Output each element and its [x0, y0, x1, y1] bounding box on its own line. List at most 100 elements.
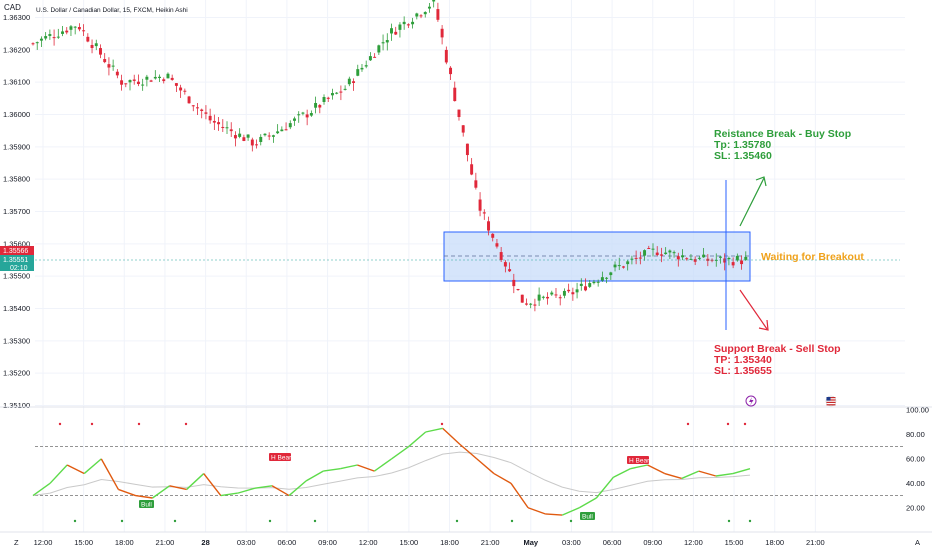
sell-arrow-head	[758, 319, 769, 331]
resistance-sl: SL: 1.35460	[714, 150, 772, 162]
price-tick-label: 1.35900	[3, 142, 30, 151]
time-tick-label: 15:00	[725, 538, 744, 547]
candle-body	[39, 38, 43, 41]
time-axis[interactable]: 12:00 15:00 18:00 21:00 28 03:00 06:00 09:00 12:…	[34, 538, 825, 547]
candle-body	[191, 105, 195, 107]
oscillator-bear-dot	[726, 422, 730, 426]
candle-body	[470, 164, 474, 175]
candle-body	[162, 79, 166, 82]
candle-body	[394, 31, 398, 35]
oscillator-bull-dot	[748, 519, 752, 523]
candle-body	[584, 286, 587, 291]
candle-body	[571, 292, 575, 295]
candle-body	[48, 34, 52, 36]
candle-body	[158, 76, 162, 79]
oscillator-segment	[203, 473, 222, 496]
candle-body	[284, 129, 288, 131]
price-tick-label: 1.35300	[3, 336, 30, 345]
candle-body	[453, 87, 457, 102]
candle-body	[440, 28, 444, 38]
price-tick-label: 1.35200	[3, 369, 30, 378]
oscillator-bull-dot	[727, 519, 731, 523]
candle-body	[411, 21, 415, 25]
candle-body	[297, 114, 301, 116]
candle-body	[524, 303, 528, 305]
oscillator-bull-dot	[173, 519, 177, 523]
resistance-tp: Tp: 1.35780	[714, 139, 771, 151]
oscillator-bear-dot	[137, 422, 141, 426]
candle-body	[693, 259, 697, 262]
candle-body	[145, 76, 149, 80]
support-tp: TP: 1.35340	[714, 354, 772, 366]
candle-body	[276, 131, 280, 134]
oscillator-tick-label: 60.00	[906, 454, 925, 463]
candle-body	[343, 88, 347, 90]
candle-body	[432, 0, 436, 2]
corner-auto-right[interactable]: A	[915, 538, 920, 547]
candle-body	[35, 42, 39, 44]
time-tick-label: 03:00	[562, 538, 581, 547]
candle-body	[69, 26, 73, 30]
oscillator-segment	[83, 458, 102, 475]
price-tick-label: 1.35800	[3, 175, 30, 184]
time-tick-label: 12:00	[359, 538, 378, 547]
candle-body	[115, 71, 119, 76]
oscillator-segment	[408, 431, 427, 448]
candle-body	[356, 69, 360, 76]
candle-body	[621, 266, 625, 268]
candle-body	[360, 67, 364, 70]
candle-body	[107, 64, 111, 68]
candle-body	[634, 257, 638, 259]
candle-body	[225, 127, 229, 129]
price-badge-green-text: 1.35551	[3, 257, 28, 264]
price-badge-red-text: 1.35566	[3, 248, 28, 255]
candle-body	[174, 83, 178, 86]
candle-body	[233, 135, 237, 139]
lightning-event-icon[interactable]	[745, 395, 757, 407]
resistance-title: Reistance Break - Buy Stop	[714, 128, 851, 140]
candle-body	[714, 259, 718, 261]
oscillator-segment	[442, 427, 461, 445]
oscillator-tick-label: 100.00	[906, 406, 929, 415]
candle-body	[103, 59, 107, 63]
candle-body	[503, 262, 507, 267]
candle-body	[381, 42, 385, 44]
candle-body	[149, 80, 153, 82]
oscillator-bear-dot	[686, 422, 690, 426]
candle-body	[550, 292, 554, 295]
candlestick-series	[31, 0, 748, 312]
us-flag-icon[interactable]	[825, 395, 837, 407]
candle-body	[630, 258, 634, 260]
corner-zoom-left[interactable]: Z	[14, 538, 19, 547]
candle-body	[212, 120, 216, 123]
candle-body	[491, 233, 495, 238]
candle-body	[309, 113, 313, 116]
oscillator-bull-dot	[73, 519, 77, 523]
candle-body	[187, 96, 191, 104]
candle-body	[655, 252, 659, 255]
price-axis[interactable]: 1.36300 1.36200 1.36100 1.36000 1.35900 1.358…	[3, 13, 30, 410]
currency-label: CAD	[4, 3, 21, 12]
time-tick-label: 06:00	[603, 538, 622, 547]
candle-body	[474, 180, 478, 188]
oscillator-bull-dot	[313, 519, 317, 523]
candle-body	[238, 133, 242, 137]
price-tick-label: 1.36100	[3, 78, 30, 87]
candle-body	[664, 252, 668, 255]
candle-body	[390, 28, 393, 34]
price-tick-label: 1.35400	[3, 304, 30, 313]
candle-body	[520, 294, 524, 303]
candle-body	[537, 294, 541, 301]
candle-body	[280, 129, 284, 132]
oscillator-segment	[715, 472, 734, 477]
candle-body	[727, 257, 731, 260]
candle-body	[659, 254, 663, 256]
candle-body	[246, 134, 250, 138]
candle-body	[314, 102, 318, 108]
candle-body	[697, 257, 701, 259]
candle-body	[65, 30, 69, 33]
candle-body	[723, 258, 727, 263]
candle-body	[495, 243, 499, 247]
candle-body	[385, 40, 389, 43]
